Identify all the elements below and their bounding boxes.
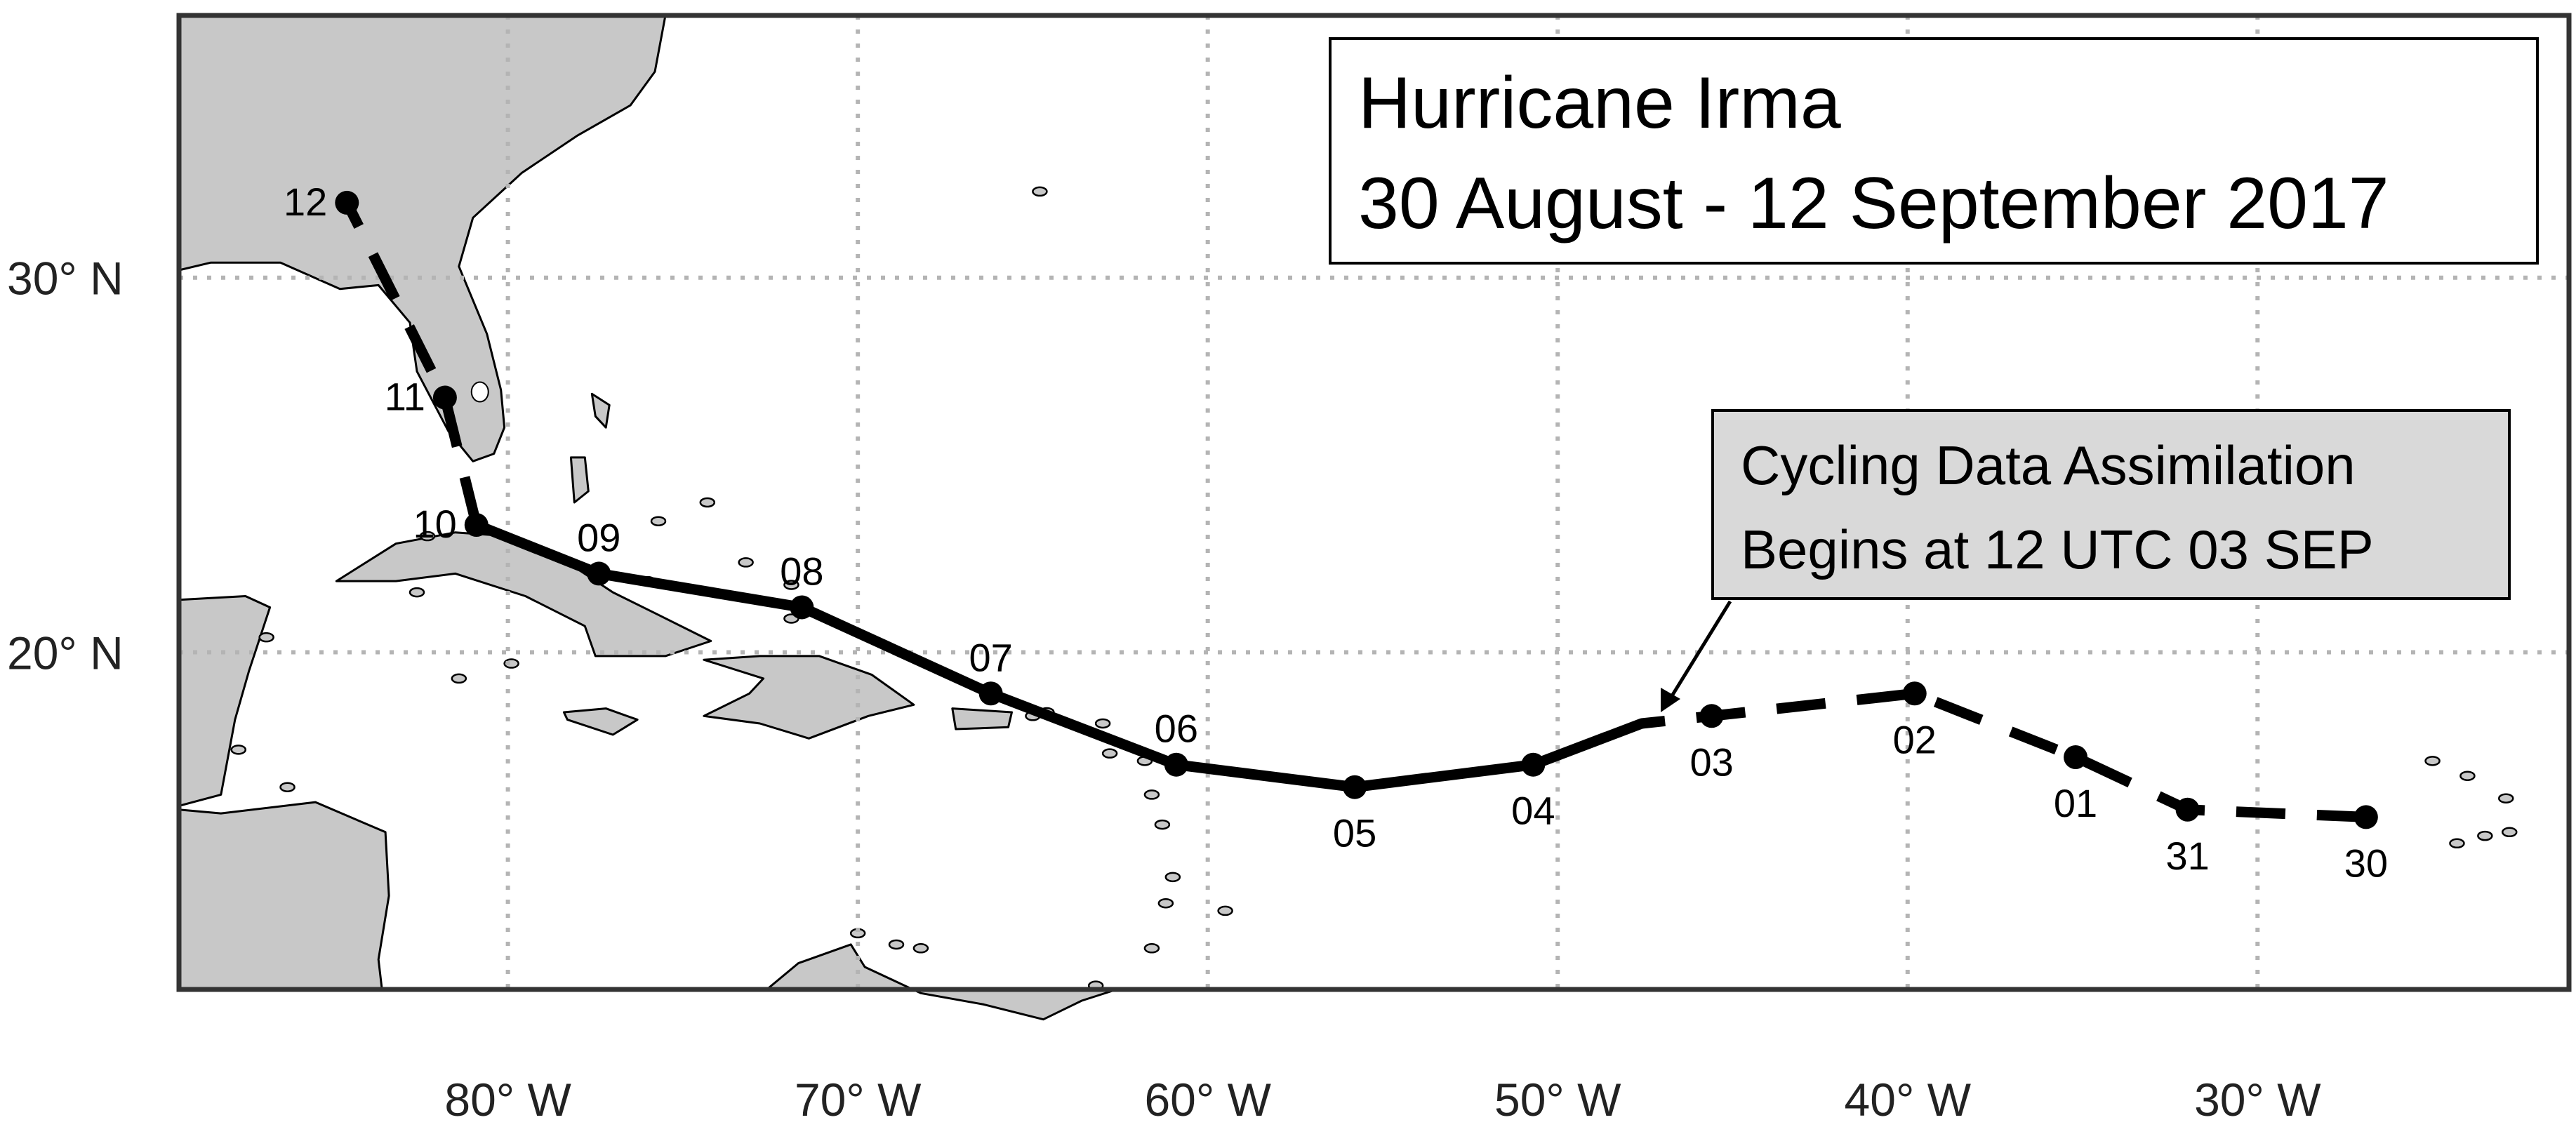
longitude-tick-label: 50° W xyxy=(1494,1074,1621,1126)
track-post-forecast-segment xyxy=(342,200,482,526)
land-small-island xyxy=(451,673,467,684)
land-mexico-yucatan xyxy=(178,595,272,807)
longitude-tick-label: 60° W xyxy=(1144,1074,1271,1126)
land-central-america xyxy=(178,801,390,991)
land-small-island xyxy=(1164,872,1181,883)
longitude-tick-labels: 80° W 70° W 60° W 50° W 40° W 30° W xyxy=(444,1074,2321,1126)
track-point-day-11 xyxy=(432,385,457,410)
land-small-island xyxy=(230,745,247,755)
land-small-island xyxy=(738,557,754,568)
land-small-island xyxy=(2498,793,2514,803)
land-small-island xyxy=(2424,756,2441,766)
track-day-label: 01 xyxy=(2054,781,2097,825)
land-small-island xyxy=(1143,789,1160,800)
assimilation-note-line-2: Begins at 12 UTC 03 SEP xyxy=(1741,519,2374,580)
track-day-label: 10 xyxy=(413,502,456,546)
longitude-tick-label: 80° W xyxy=(444,1074,571,1126)
map-frame xyxy=(176,13,2572,992)
longitude-tick-label: 40° W xyxy=(1845,1074,1972,1126)
lake-okeechobee xyxy=(470,381,489,403)
land-small-island xyxy=(2501,827,2518,838)
latitude-tick-labels: 30° N 20° N xyxy=(7,253,124,679)
track-day-label: 09 xyxy=(577,515,620,559)
land-small-island xyxy=(1143,943,1160,954)
track-day-label: 11 xyxy=(385,375,425,419)
track-day-label: 08 xyxy=(780,549,823,593)
track-day-label: 06 xyxy=(1155,707,1198,751)
track-cycling-segment xyxy=(471,519,1647,793)
land-small-island xyxy=(2459,771,2476,781)
track-point-day-31 xyxy=(2175,797,2200,822)
track-point-day-30 xyxy=(2353,805,2378,829)
land-small-island xyxy=(2449,838,2465,849)
track-point-day-12 xyxy=(335,190,359,215)
track-point-day-02 xyxy=(1902,681,1927,706)
track-point-day-01 xyxy=(2064,745,2088,770)
assimilation-note-line-1: Cycling Data Assimilation xyxy=(1741,434,2356,496)
land-small-island xyxy=(2477,830,2493,841)
track-day-label: 12 xyxy=(284,180,327,224)
land-small-island xyxy=(912,943,929,954)
longitude-tick-label: 70° W xyxy=(795,1074,922,1126)
land-north-america-east xyxy=(178,14,667,462)
track-point-day-07 xyxy=(978,681,1003,706)
title-line-1: Hurricane Irma xyxy=(1358,62,1841,144)
graticule-grid xyxy=(179,15,2569,989)
land-small-island xyxy=(279,782,296,792)
hurricane-track xyxy=(335,190,2378,829)
assimilation-arrow-shaft xyxy=(1671,600,1732,696)
track-point-day-05 xyxy=(1343,775,1367,799)
land-hispaniola xyxy=(703,655,915,740)
assimilation-note: Cycling Data Assimilation Begins at 12 U… xyxy=(1661,409,2511,712)
land-small-island xyxy=(409,587,425,598)
track-point-day-08 xyxy=(790,595,814,620)
latitude-tick-label: 20° N xyxy=(7,627,124,679)
longitude-tick-label: 30° W xyxy=(2194,1074,2321,1126)
track-day-label: 02 xyxy=(1893,717,1937,761)
land-small-island xyxy=(1032,186,1048,197)
land-bahamas-andros xyxy=(569,456,590,504)
land-small-island xyxy=(888,939,905,950)
track-day-label: 30 xyxy=(2344,841,2388,885)
land-small-island xyxy=(1094,718,1111,729)
land-small-island xyxy=(783,580,799,590)
title-box: Hurricane Irma 30 August - 12 September … xyxy=(1329,37,2539,265)
land-small-island xyxy=(1217,905,1233,916)
land-small-island xyxy=(650,516,667,526)
track-day-label: 31 xyxy=(2165,834,2209,878)
track-day-label: 03 xyxy=(1689,740,1733,784)
land-small-island xyxy=(1101,748,1118,759)
track-point-day-09 xyxy=(587,561,611,586)
land-south-america xyxy=(766,943,1118,1021)
track-point-day-03 xyxy=(1699,704,1724,728)
track-point-day-04 xyxy=(1521,752,1546,777)
track-point-day-06 xyxy=(1164,752,1188,777)
land-small-island xyxy=(258,632,274,643)
title-line-2: 30 August - 12 September 2017 xyxy=(1358,163,2389,244)
latitude-tick-label: 30° N xyxy=(7,253,124,305)
land-small-island xyxy=(699,497,716,508)
land-bahamas-abaco xyxy=(590,392,611,429)
assimilation-arrow-head xyxy=(1661,688,1680,712)
land-small-island xyxy=(419,531,436,542)
track-day-label: 07 xyxy=(969,635,1012,679)
land-jamaica xyxy=(562,707,639,736)
land-masses xyxy=(178,14,2518,1021)
land-puerto-rico xyxy=(951,707,1013,731)
land-small-island xyxy=(1157,898,1174,909)
day-labels: 30 31 01 02 03 04 05 06 07 08 09 10 11 12 xyxy=(284,180,2388,886)
track-day-label: 04 xyxy=(1511,789,1555,833)
track-day-label: 05 xyxy=(1333,811,1376,855)
track-point-day-10 xyxy=(464,513,489,538)
assimilation-note-box xyxy=(1711,409,2511,600)
land-small-island xyxy=(1154,819,1171,830)
